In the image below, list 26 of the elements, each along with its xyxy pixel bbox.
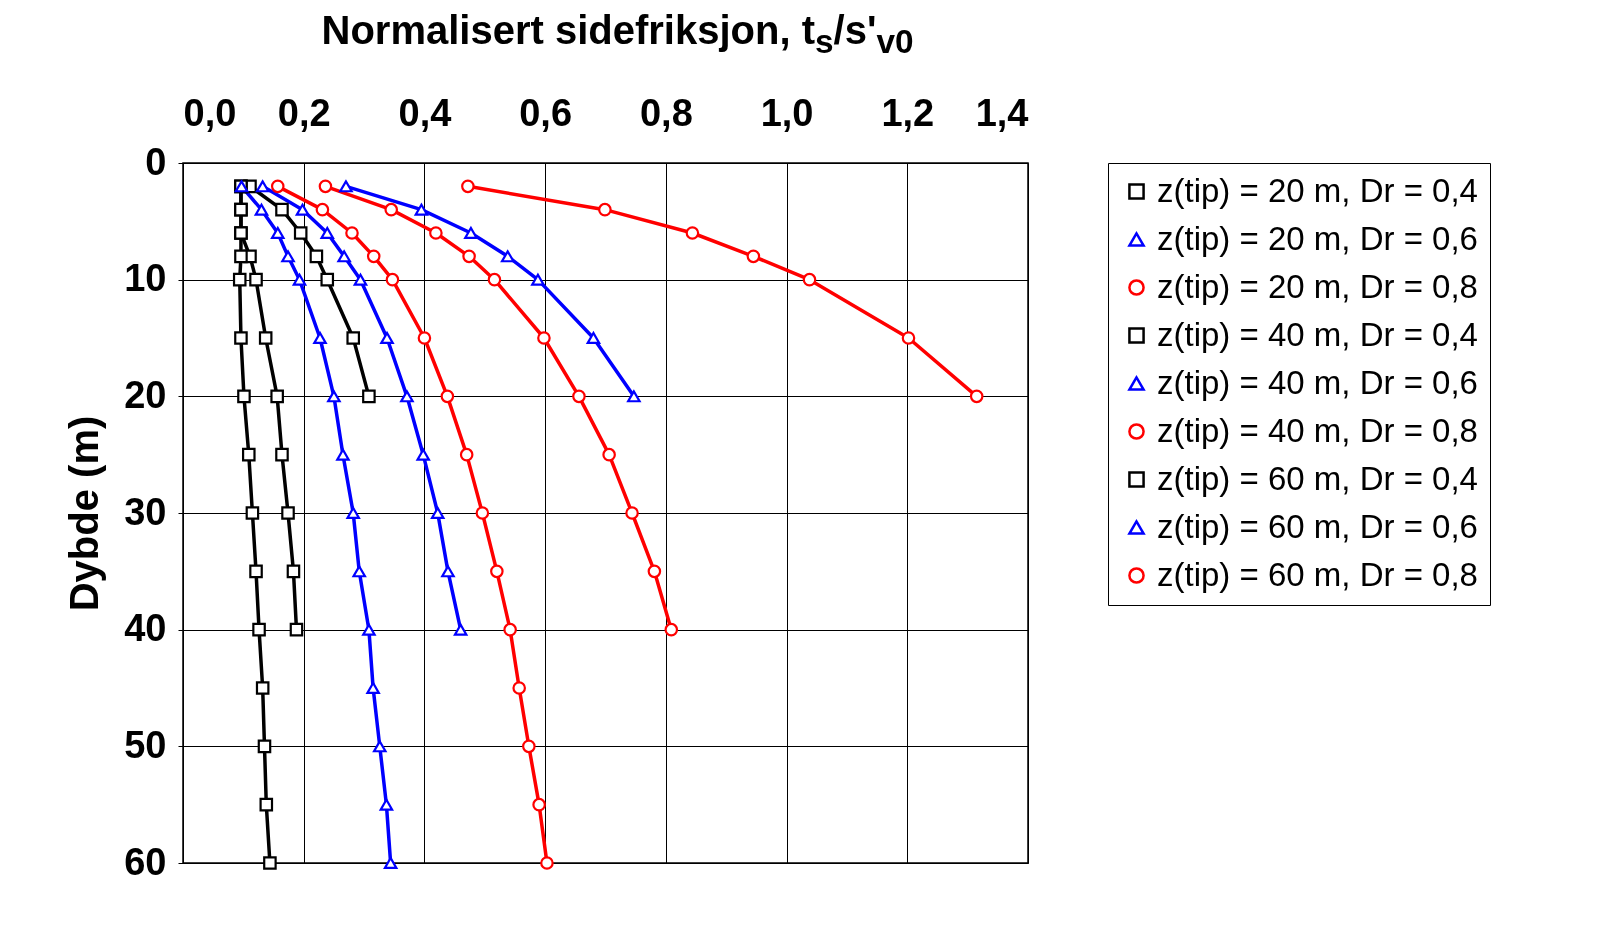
- legend-label: z(tip) = 40 m, Dr = 0,4: [1157, 315, 1478, 353]
- legend-label: z(tip) = 60 m, Dr = 0,8: [1157, 555, 1478, 593]
- x-tick-label: 0,0: [183, 91, 237, 134]
- y-tick-label: 40: [124, 607, 167, 650]
- x-tick-label: 1,0: [760, 91, 814, 134]
- y-tick-label: 60: [124, 840, 167, 883]
- legend-label: z(tip) = 60 m, Dr = 0,6: [1157, 507, 1478, 545]
- legend-label: z(tip) = 20 m, Dr = 0,8: [1157, 267, 1478, 305]
- x-tick-label: 1,2: [881, 91, 935, 134]
- x-tick-label: 0,6: [519, 91, 573, 134]
- x-axis-title: Normalisert sidefriksjon, t$_{s}$/s'$_{v0}$: [320, 8, 915, 61]
- x-tick-label: 0,4: [398, 91, 452, 134]
- y-tick-label: 0: [145, 140, 167, 183]
- y-tick-label: 20: [124, 373, 167, 416]
- x-tick-label: 0,2: [277, 91, 331, 134]
- legend-label: z(tip) = 20 m, Dr = 0,6: [1157, 219, 1478, 257]
- y-axis-title: Dybde (m): [62, 415, 107, 612]
- legend-label: z(tip) = 20 m, Dr = 0,4: [1157, 171, 1478, 209]
- y-tick-label: 10: [124, 257, 167, 300]
- legend-label: z(tip) = 40 m, Dr = 0,8: [1157, 411, 1478, 449]
- legend-label: z(tip) = 40 m, Dr = 0,6: [1157, 363, 1478, 401]
- x-tick-label: 0,8: [639, 91, 693, 134]
- legend-label: z(tip) = 60 m, Dr = 0,4: [1157, 459, 1478, 497]
- y-tick-label: 30: [124, 490, 167, 533]
- y-tick-label: 50: [124, 723, 167, 766]
- x-tick-label: 1,4: [975, 91, 1029, 134]
